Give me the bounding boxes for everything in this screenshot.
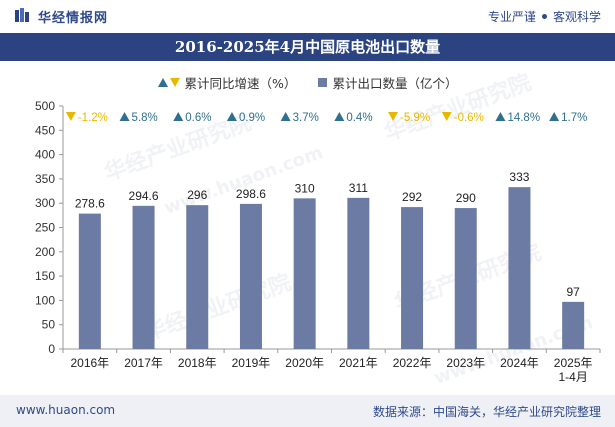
y-tick-label: 100 xyxy=(35,293,55,307)
x-tick-label: 2021年 xyxy=(339,356,378,370)
x-tick-label: 2017年 xyxy=(124,356,163,370)
growth-label: 0.9% xyxy=(239,112,265,124)
bar xyxy=(508,187,531,349)
bar xyxy=(239,203,262,349)
y-tick-label: 200 xyxy=(35,245,55,259)
bar-value-label: 290 xyxy=(456,191,476,205)
x-tick-label: 2025年 xyxy=(554,356,593,370)
top-header-bar: 华经情报网 专业严谨 客观科学 xyxy=(0,0,615,30)
footer-source: 数据来源：中国海关，华经产业研究院整理 xyxy=(372,405,601,419)
y-tick-label: 50 xyxy=(42,318,56,332)
x-tick-label: 2016年 xyxy=(70,356,109,370)
growth-label: 0.6% xyxy=(185,112,211,124)
footer-bar: www.huaon.com 数据来源：中国海关，华经产业研究院整理 xyxy=(0,395,615,427)
x-tick-label: 2023年 xyxy=(446,356,485,370)
brand-logo-icon xyxy=(15,8,29,22)
growth-down-marker xyxy=(65,112,76,121)
bar xyxy=(454,208,477,349)
growth-label: 1.7% xyxy=(561,112,587,124)
growth-up-marker xyxy=(226,112,237,121)
bar xyxy=(293,198,316,349)
slogan-right: 客观科学 xyxy=(552,10,601,24)
y-tick-label: 350 xyxy=(35,172,55,186)
brand-name: 华经情报网 xyxy=(38,11,109,26)
growth-up-marker xyxy=(495,112,506,121)
y-tick-label: 250 xyxy=(35,221,55,235)
growth-label: -1.2% xyxy=(78,112,108,124)
bar-value-label: 292 xyxy=(402,190,422,204)
bar-value-label: 310 xyxy=(295,181,315,195)
y-tick-label: 300 xyxy=(35,196,55,210)
chart-legend: 累计同比增速（%） 累计出口数量（亿个） xyxy=(0,72,615,92)
footer-site[interactable]: www.huaon.com xyxy=(16,403,116,417)
bar xyxy=(78,213,101,349)
x-tick-label: 2022年 xyxy=(393,356,432,370)
y-tick-label: 500 xyxy=(35,99,55,113)
bar-value-label: 298.6 xyxy=(236,187,266,201)
growth-label: -5.9% xyxy=(400,112,430,124)
dot-separator-icon xyxy=(541,14,547,19)
growth-triangles-icon xyxy=(157,78,180,87)
bar xyxy=(562,301,585,349)
bar-value-label: 311 xyxy=(349,181,368,195)
legend-bar-swatch-icon xyxy=(318,77,328,87)
growth-up-marker xyxy=(119,112,130,121)
growth-up-marker xyxy=(173,112,184,121)
bar xyxy=(401,207,424,349)
growth-label: 14.8% xyxy=(507,112,540,124)
legend-item-growth: 累计同比增速（%） xyxy=(157,73,297,92)
legend-growth-label: 累计同比增速（%） xyxy=(184,75,297,91)
growth-label: 3.7% xyxy=(293,112,319,124)
slogan-left: 专业严谨 xyxy=(487,10,536,24)
bar-value-label: 333 xyxy=(509,170,529,184)
growth-up-marker xyxy=(549,112,560,121)
slogan: 专业严谨 客观科学 xyxy=(488,8,601,25)
legend-item-volume: 累计出口数量（亿个） xyxy=(318,73,457,92)
bar-value-label: 296 xyxy=(187,188,207,202)
y-tick-label: 150 xyxy=(35,269,55,283)
bar-value-label: 278.6 xyxy=(75,197,105,211)
growth-down-marker xyxy=(441,112,452,121)
x-tick-label: 2019年 xyxy=(232,356,271,370)
chart-title: 2016-2025年4月中国原电池出口数量 xyxy=(0,33,615,61)
bar-value-label: 97 xyxy=(566,285,580,299)
bar xyxy=(347,197,370,349)
growth-label: 0.4% xyxy=(346,112,372,124)
bar-value-label: 294.6 xyxy=(129,189,159,203)
x-tick-label: 2024年 xyxy=(500,356,539,370)
y-tick-label: 400 xyxy=(35,148,55,162)
growth-up-marker xyxy=(280,112,291,121)
y-tick-label: 0 xyxy=(48,342,55,356)
bar xyxy=(186,205,209,349)
legend-volume-label: 累计出口数量（亿个） xyxy=(332,75,458,91)
x-tick-label: 2018年 xyxy=(178,356,217,370)
growth-label: 5.8% xyxy=(132,112,158,124)
y-tick-label: 450 xyxy=(35,123,55,137)
growth-down-marker xyxy=(388,112,399,121)
x-tick-label: 2020年 xyxy=(285,356,324,370)
growth-up-marker xyxy=(334,112,345,121)
x-tick-label: 1-4月 xyxy=(558,370,587,384)
bar xyxy=(132,205,155,349)
growth-label: -0.6% xyxy=(454,112,484,124)
